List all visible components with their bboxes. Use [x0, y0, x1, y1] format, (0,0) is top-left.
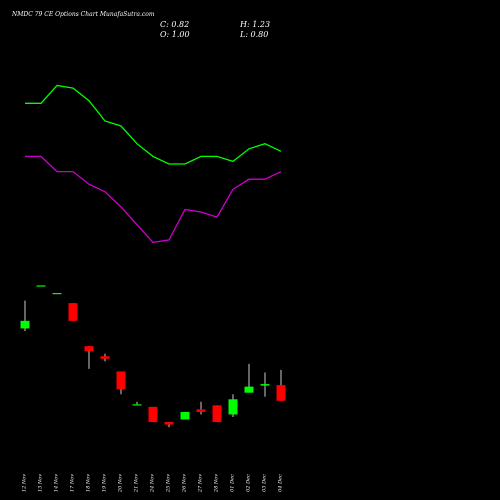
x-tick-label: 19 Nov — [102, 474, 108, 492]
candle — [148, 406, 158, 423]
x-tick-label: 14 Nov — [54, 474, 60, 492]
candle — [212, 405, 222, 423]
x-tick-label: 24 Nov — [150, 474, 156, 493]
candle — [52, 293, 62, 295]
candle — [164, 422, 174, 428]
candle-body-down — [116, 371, 126, 390]
candle-body-down — [148, 406, 158, 423]
candle-body-down — [276, 385, 286, 401]
high-readout: H: 1.23 — [239, 20, 270, 29]
chart-title: NMDC 79 CE Options Chart MunafaSutra.com — [11, 11, 155, 18]
candle-body-down — [164, 422, 174, 425]
x-tick-label: 02 Dec — [246, 474, 252, 492]
candle-body-up — [180, 411, 190, 420]
candle — [196, 401, 206, 415]
x-tick-label: 21 Nov — [134, 474, 140, 493]
candle — [116, 371, 126, 395]
low-readout: L: 0.80 — [239, 30, 268, 39]
candle — [20, 300, 30, 331]
candle — [132, 401, 142, 406]
x-tick-label: 20 Nov — [118, 474, 124, 493]
candle — [276, 369, 286, 401]
candle-body-up — [20, 320, 30, 329]
x-tick-label: 18 Nov — [86, 474, 92, 492]
candle-body-down — [212, 405, 222, 423]
x-axis-labels: 12 Nov 13 Nov 14 Nov 17 Nov 18 Nov 19 Nov 20 N… — [22, 474, 284, 493]
x-tick-label: 17 Nov — [70, 474, 76, 492]
candle — [180, 411, 190, 420]
candles-layer — [20, 285, 286, 428]
candle-body-up — [244, 386, 254, 393]
candle-body-down — [196, 409, 206, 412]
candle — [84, 346, 94, 369]
candle-body-down — [100, 356, 110, 359]
candle-body-up — [36, 285, 46, 287]
upper-band-line — [25, 84, 282, 165]
x-tick-label: 26 Nov — [182, 474, 188, 493]
bands-layer — [25, 84, 282, 244]
candle-body-up — [52, 293, 62, 295]
candle-body-down — [84, 346, 94, 352]
candle — [100, 353, 110, 362]
candle — [244, 363, 254, 393]
candle — [36, 285, 46, 287]
x-tick-label: 28 Nov — [214, 474, 220, 493]
candle — [68, 303, 78, 321]
x-tick-label: 12 Nov — [22, 474, 28, 492]
candle — [228, 394, 238, 417]
x-tick-label: 04 Dec — [278, 474, 284, 492]
candle-body-down — [68, 303, 78, 321]
candle — [260, 372, 270, 397]
x-tick-label: 13 Nov — [38, 474, 44, 492]
x-tick-label: 27 Nov — [198, 474, 204, 493]
candle-body-up — [260, 384, 270, 386]
open-readout: O: 1.00 — [160, 30, 190, 39]
candle-body-up — [228, 399, 238, 415]
x-tick-label: 03 Dec — [262, 474, 268, 492]
x-tick-label: 01 Dec — [230, 474, 236, 492]
x-tick-label: 25 Nov — [166, 474, 172, 493]
close-readout: C: 0.82 — [160, 20, 189, 29]
candle-body-up — [132, 404, 142, 406]
lower-band-line — [25, 155, 282, 244]
